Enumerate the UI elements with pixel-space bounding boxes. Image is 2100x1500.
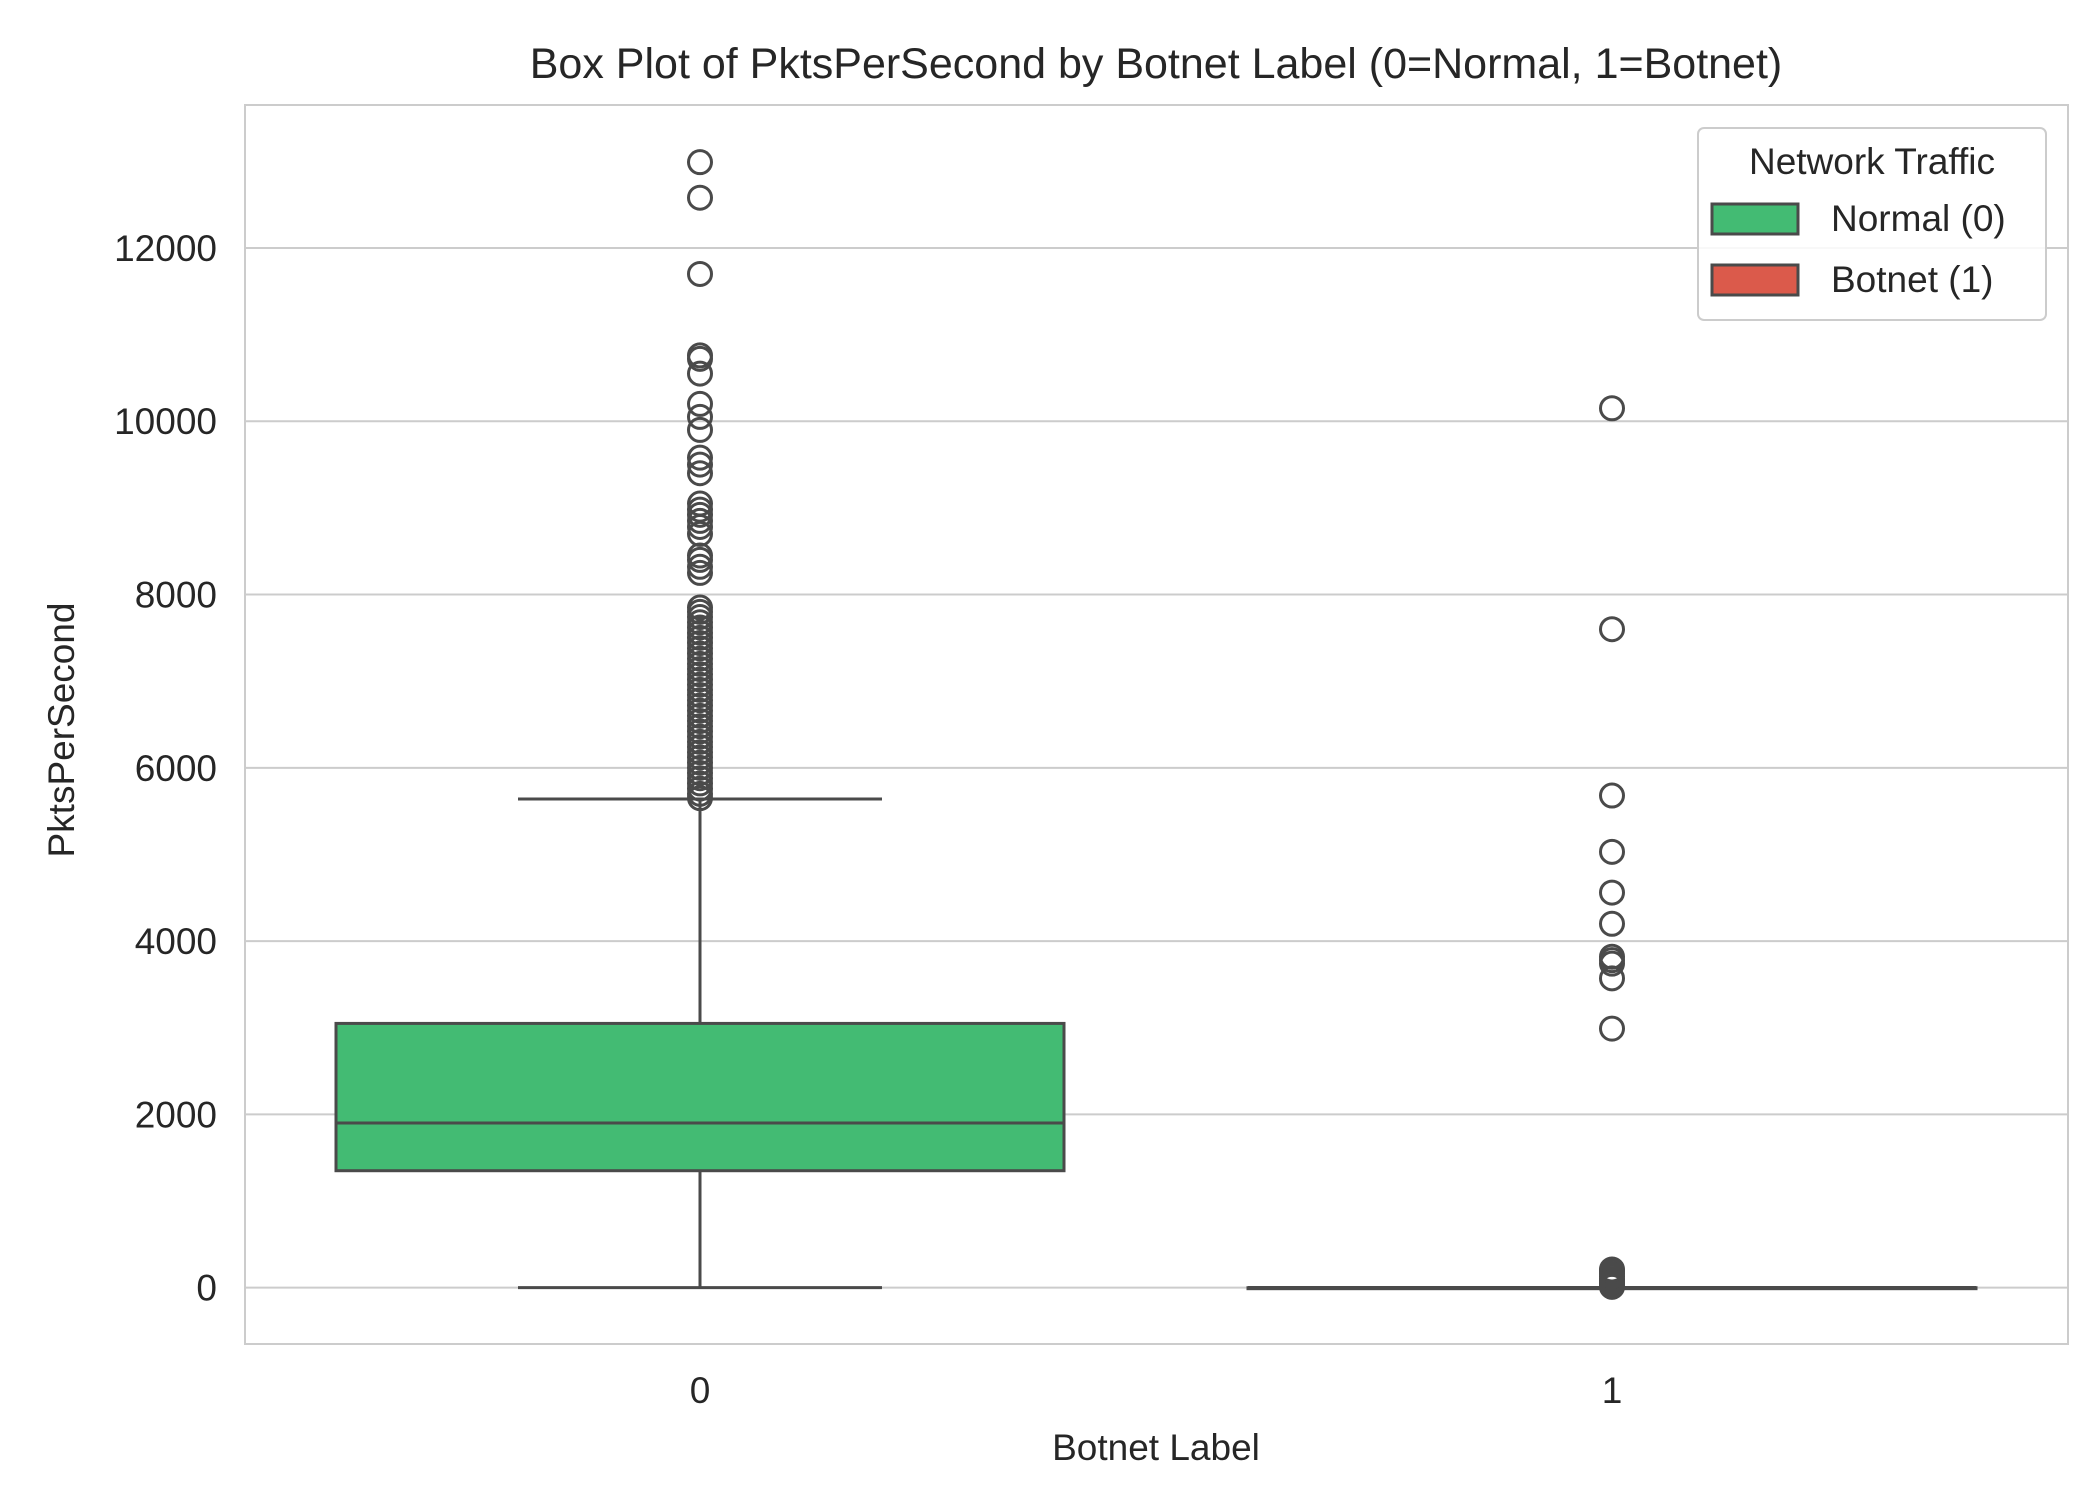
outlier-point <box>687 594 713 621</box>
plot-border <box>244 104 2069 1345</box>
outlier-point <box>687 460 713 487</box>
y-axis-title: PktsPerSecond <box>41 602 82 857</box>
chart-title: Box Plot of PktsPerSecond by Botnet Labe… <box>530 40 1782 88</box>
outlier-point <box>1599 1015 1625 1042</box>
y-tick-label: 2000 <box>135 1094 217 1135</box>
y-tick-label: 8000 <box>135 575 217 616</box>
outlier-point <box>1599 910 1625 937</box>
x-tick-label: 0 <box>690 1370 711 1411</box>
legend-title: Network Traffic <box>1749 141 1995 182</box>
legend-swatch-botnet <box>1710 263 1800 297</box>
tick-labels: 0 2000 4000 6000 8000 10000 12000 0 1 <box>114 228 1622 1411</box>
y-tick-label: 4000 <box>135 921 217 962</box>
x-axis-title: Botnet Label <box>1052 1427 1260 1468</box>
outlier-point <box>1599 838 1625 865</box>
legend-label-normal: Normal (0) <box>1831 198 2006 239</box>
outlier-point <box>687 507 713 534</box>
outlier-point <box>1599 395 1625 422</box>
outlier-point <box>687 184 713 211</box>
outlier-point <box>1599 616 1625 643</box>
y-tick-label: 6000 <box>135 748 217 789</box>
outlier-point <box>687 559 713 586</box>
box-iqr <box>334 1021 1066 1173</box>
boxes <box>334 149 1978 1300</box>
box-group <box>1246 395 1978 1300</box>
outlier-point <box>687 416 713 443</box>
outlier-point <box>687 390 713 417</box>
outlier-point <box>687 553 713 580</box>
y-tick-label: 10000 <box>114 401 217 442</box>
legend: Network Traffic Normal (0) Botnet (1) <box>1697 127 2047 321</box>
outlier-point <box>687 490 713 517</box>
plot-frame <box>244 104 2069 1345</box>
y-tick-label: 12000 <box>114 228 217 269</box>
outlier-point <box>1599 1256 1625 1283</box>
box-group <box>334 149 1066 1290</box>
legend-swatch-normal <box>1710 202 1800 236</box>
legend-label-botnet: Botnet (1) <box>1831 259 1993 300</box>
outlier-point <box>687 444 713 471</box>
y-tick-label: 0 <box>196 1268 217 1309</box>
outlier-point <box>687 451 713 478</box>
outlier-point <box>1599 782 1625 809</box>
outlier-point <box>687 149 713 176</box>
outlier-point <box>1599 879 1625 906</box>
outlier-point <box>687 403 713 430</box>
outlier-point <box>687 260 713 287</box>
outlier-point <box>1599 943 1625 970</box>
x-tick-label: 1 <box>1602 1370 1623 1411</box>
outlier-point <box>687 342 713 369</box>
outlier-point <box>687 496 713 523</box>
outlier-point <box>687 360 713 387</box>
